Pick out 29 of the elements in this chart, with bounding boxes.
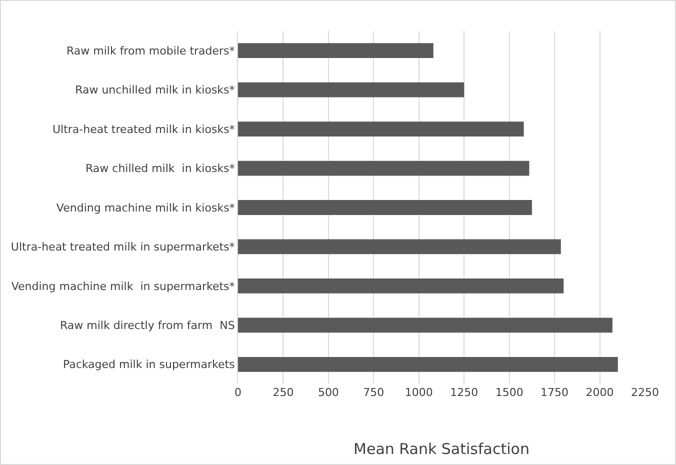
x-tick-label: 750 xyxy=(363,386,384,399)
bar xyxy=(238,356,618,372)
y-tick-label: Raw chilled milk in kiosks* xyxy=(86,162,236,176)
x-tick-label: 1500 xyxy=(495,386,524,399)
y-tick-label: Vending machine milk in kiosks* xyxy=(56,201,236,214)
x-tick-label: 0 xyxy=(234,386,242,399)
y-tick-label: Raw milk from mobile traders* xyxy=(66,44,236,58)
x-tick-label: 1250 xyxy=(450,386,478,399)
y-tick-label: Packaged milk in supermarkets xyxy=(62,358,236,372)
y-tick-label: Vending machine milk in supermarkets* xyxy=(11,280,236,293)
y-tick-label: Raw unchilled milk in kiosks* xyxy=(75,84,236,97)
y-tick-label: Ultra-heat treated milk in kiosks* xyxy=(52,122,236,136)
x-tick-label: 500 xyxy=(318,386,339,399)
x-tick-label: 2000 xyxy=(586,386,614,399)
bar xyxy=(238,318,612,333)
x-tick-label: 2250 xyxy=(631,386,659,399)
x-axis-title: Mean Rank Satisfaction xyxy=(354,440,530,458)
bar xyxy=(238,200,532,215)
bar xyxy=(238,43,434,58)
x-tick-label: 1750 xyxy=(540,386,569,399)
x-tick-label: 1000 xyxy=(404,386,433,399)
bar xyxy=(238,82,464,98)
bar xyxy=(238,239,561,254)
bar xyxy=(238,160,530,176)
x-tick-label: 250 xyxy=(272,386,294,399)
y-tick-label: Raw milk directly from farm NS xyxy=(60,319,235,332)
bar xyxy=(238,122,524,137)
bar xyxy=(238,278,564,294)
y-tick-label: Ultra-heat treated milk in supermarkets* xyxy=(10,240,236,254)
